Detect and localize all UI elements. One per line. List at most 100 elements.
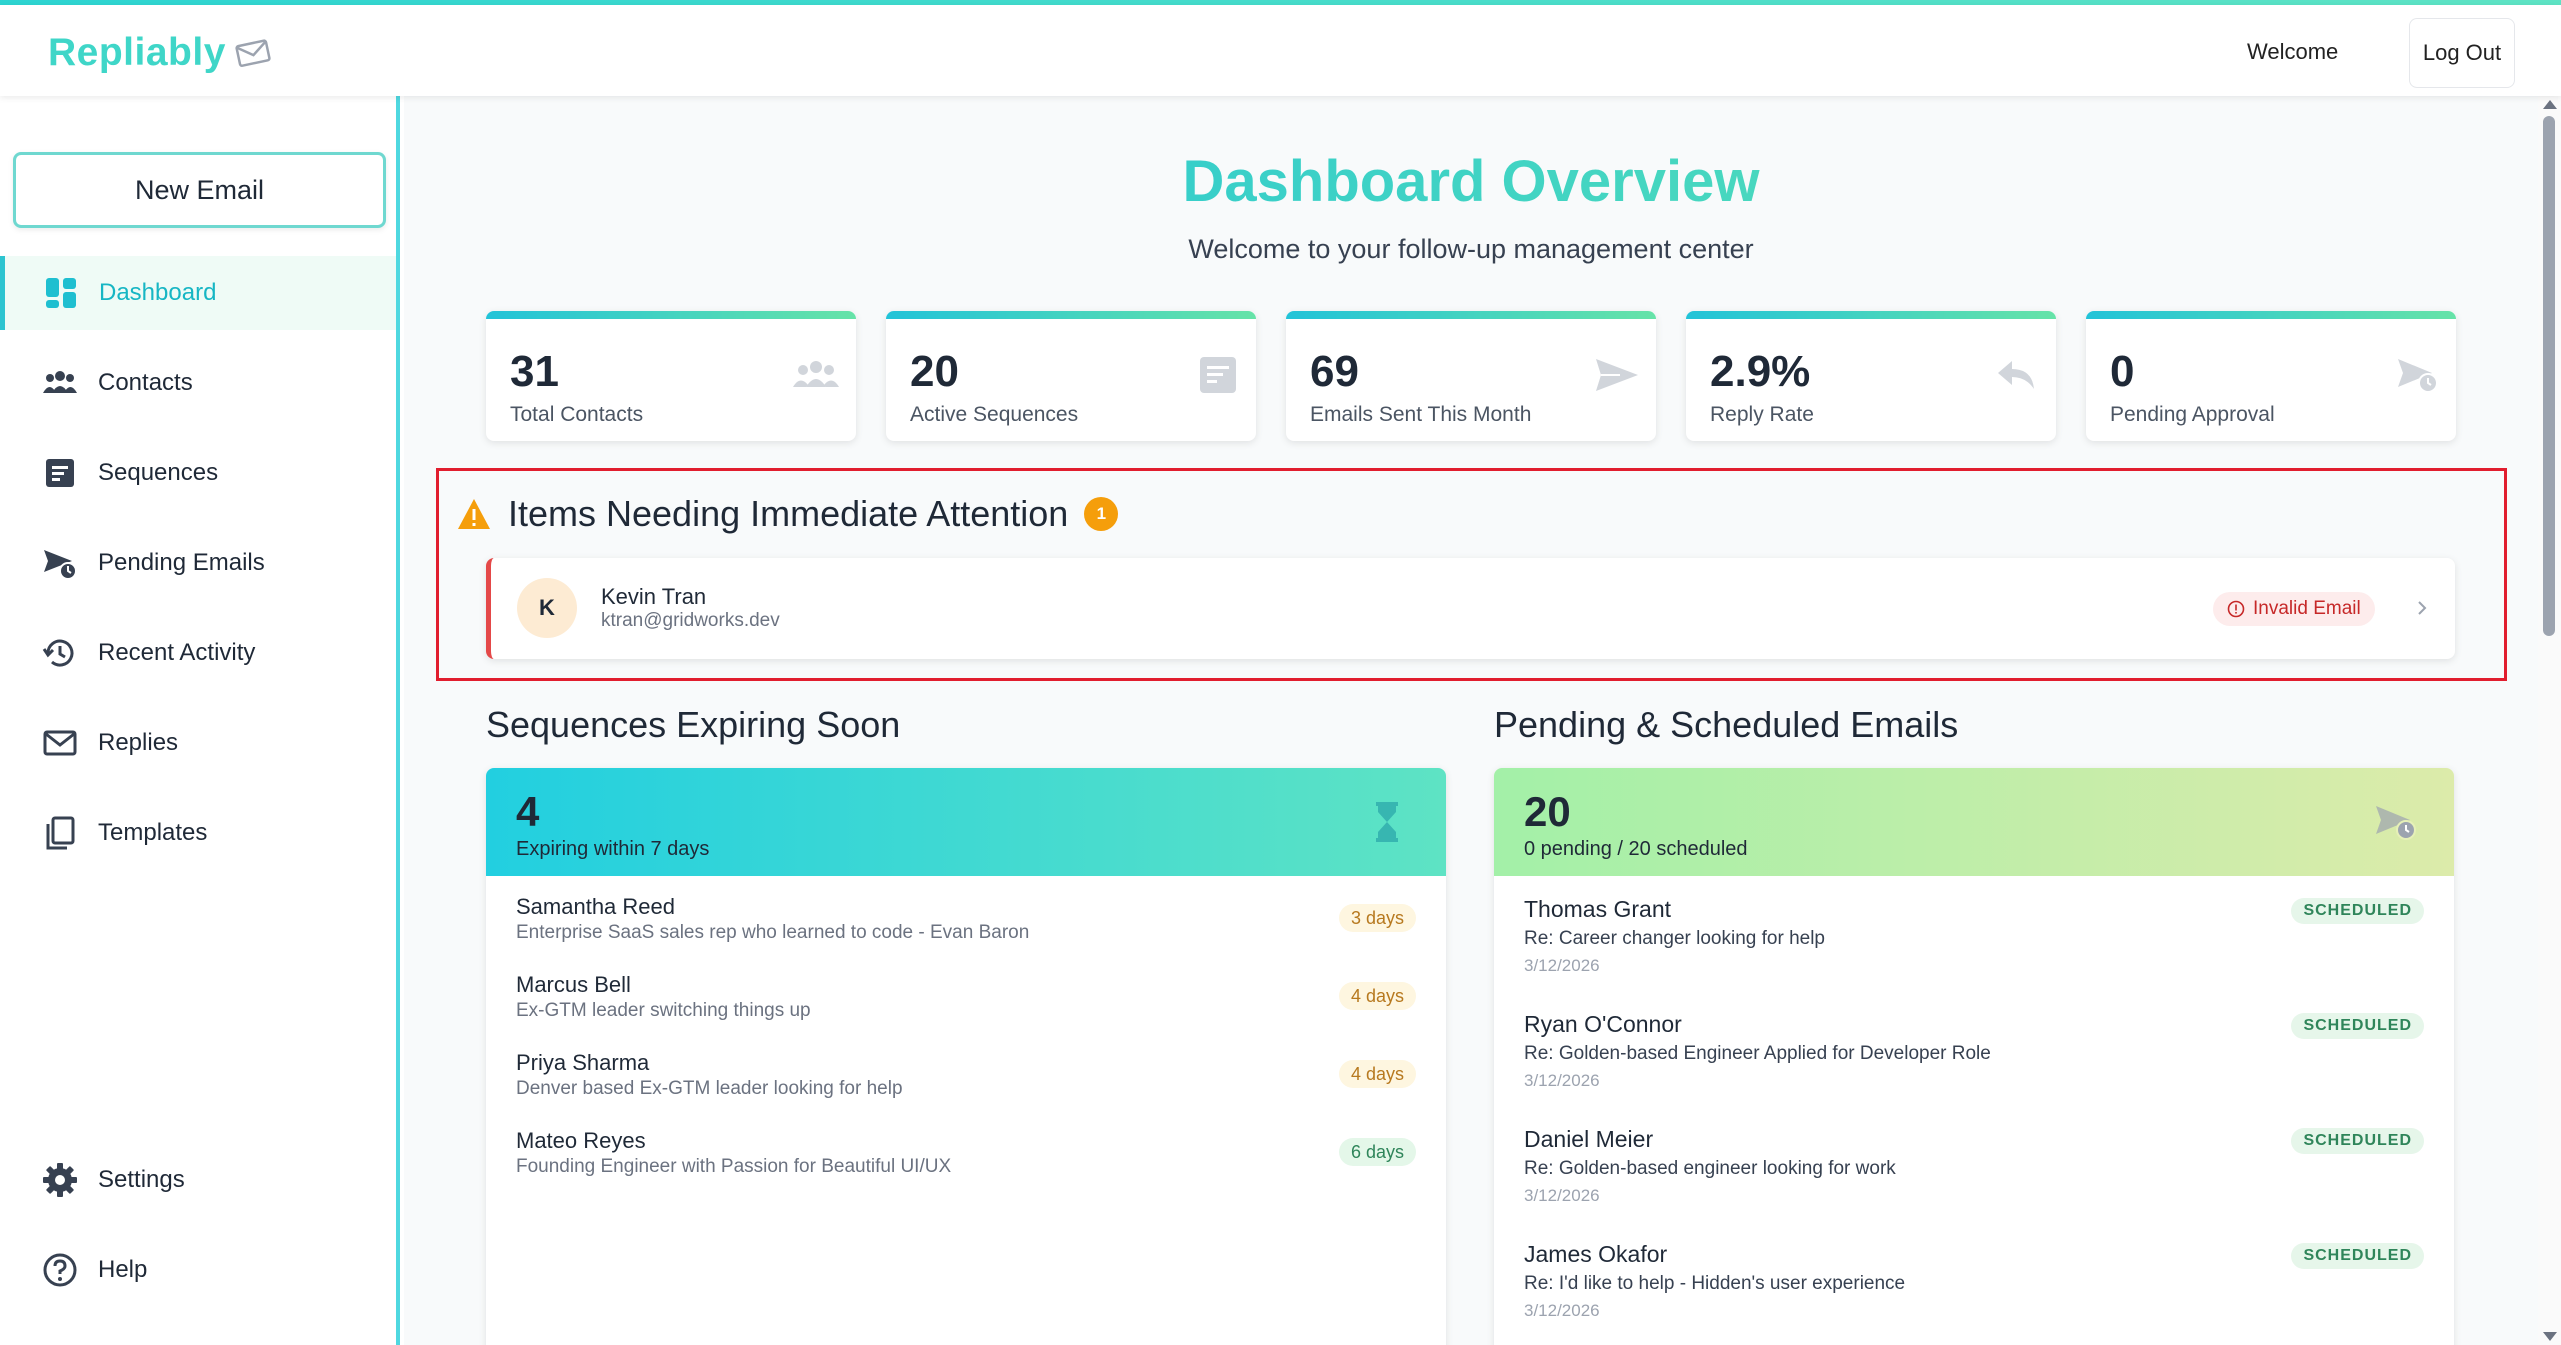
list-item[interactable]: Samantha Reed Enterprise SaaS sales rep … — [516, 882, 1416, 960]
list-item[interactable]: Daniel Meier Re: Golden-based engineer l… — [1524, 1112, 2424, 1227]
sequence-description: Enterprise SaaS sales rep who learned to… — [516, 922, 1030, 943]
avatar: K — [517, 578, 577, 638]
list-item[interactable]: Thomas Grant Re: Career changer looking … — [1524, 882, 2424, 997]
stat-card-pending-approval[interactable]: 0 Pending Approval — [2086, 311, 2456, 441]
send-clock-icon — [40, 543, 80, 583]
sidebar-item-label: Templates — [98, 819, 208, 846]
stat-card-total-contacts[interactable]: 31 Total Contacts — [486, 311, 856, 441]
attention-item[interactable]: K Kevin Tran ktran@gridworks.dev Invalid… — [486, 558, 2455, 659]
status-badge: Invalid Email — [2213, 592, 2375, 626]
logout-button[interactable]: Log Out — [2409, 18, 2515, 88]
sidebar-item-contacts[interactable]: Contacts — [0, 346, 396, 420]
stat-label: Total Contacts — [510, 403, 644, 426]
status-badge: SCHEDULED — [2291, 898, 2424, 924]
days-badge: 4 days — [1338, 982, 1416, 1010]
sidebar-item-label: Dashboard — [99, 279, 217, 306]
sidebar-item-settings[interactable]: Settings — [0, 1143, 396, 1217]
list-item[interactable]: Marcus Bell Ex-GTM leader switching thin… — [516, 960, 1416, 1038]
days-badge: 3 days — [1338, 904, 1416, 932]
email-recipient-name: James Okafor — [1524, 1241, 1668, 1267]
stat-card-reply-rate[interactable]: 2.9% Reply Rate — [1686, 311, 2056, 441]
attention-title: Items Needing Immediate Attention 1 — [456, 493, 1119, 535]
new-email-button[interactable]: New Email — [13, 152, 386, 228]
stat-card-active-sequences[interactable]: 20 Active Sequences — [886, 311, 1256, 441]
expiring-subtitle: Expiring within 7 days — [516, 838, 710, 860]
email-recipient-name: Daniel Meier — [1524, 1126, 1654, 1152]
envelope-icon — [40, 723, 80, 763]
pending-panel: 20 0 pending / 20 scheduled Thomas Grant… — [1494, 768, 2454, 1345]
status-badge: SCHEDULED — [2291, 1243, 2424, 1269]
list-item[interactable]: Mateo Reyes Founding Engineer with Passi… — [516, 1116, 1416, 1194]
scrollbar-thumb[interactable] — [2543, 116, 2555, 636]
sidebar-item-templates[interactable]: Templates — [0, 796, 396, 870]
sidebar-item-label: Replies — [98, 729, 179, 756]
gear-icon — [40, 1160, 80, 1200]
dashboard-icon — [41, 273, 81, 313]
scroll-down-arrow-icon[interactable] — [2543, 1332, 2557, 1341]
alert-circle-icon — [2227, 600, 2245, 618]
expiring-count: 4 — [516, 788, 540, 835]
main-content: Dashboard Overview Welcome to your follo… — [404, 96, 2538, 1345]
email-date: 3/12/2026 — [1524, 1071, 1600, 1090]
expiring-panel: 4 Expiring within 7 days Samantha Reed E… — [486, 768, 1446, 1345]
email-subject: Re: I'd like to help - Hidden's user exp… — [1524, 1273, 1906, 1294]
email-date: 3/12/2026 — [1524, 1186, 1600, 1205]
expiring-panel-header: 4 Expiring within 7 days — [486, 768, 1446, 876]
email-recipient-name: Ryan O'Connor — [1524, 1011, 1682, 1037]
pending-subtitle: 0 pending / 20 scheduled — [1524, 838, 1748, 860]
sidebar-item-label: Pending Emails — [98, 549, 265, 576]
paper-plane-icon — [1596, 359, 1638, 391]
help-icon — [40, 1250, 80, 1290]
status-badge-text: Invalid Email — [2253, 598, 2361, 619]
contact-email: ktran@gridworks.dev — [601, 610, 780, 631]
sidebar-item-help[interactable]: Help — [0, 1233, 396, 1307]
list-item[interactable]: James Okafor Re: I'd like to help - Hidd… — [1524, 1227, 2424, 1342]
chevron-right-icon[interactable] — [2411, 590, 2435, 626]
attention-highlight-box — [436, 468, 2507, 681]
page-title: Dashboard Overview — [404, 148, 2538, 215]
sidebar-item-recent-activity[interactable]: Recent Activity — [0, 616, 396, 690]
stat-label: Emails Sent This Month — [1310, 403, 1532, 426]
sequence-icon — [40, 453, 80, 493]
stat-value: 31 — [510, 347, 559, 396]
status-badge: SCHEDULED — [2291, 1013, 2424, 1039]
email-subject: Re: Career changer looking for help — [1524, 928, 1826, 949]
stat-value: 20 — [910, 347, 959, 396]
sequence-description: Denver based Ex-GTM leader looking for h… — [516, 1078, 903, 1099]
list-item[interactable]: Priya Sharma Denver based Ex-GTM leader … — [516, 1038, 1416, 1116]
contact-name: Kevin Tran — [601, 584, 707, 609]
sidebar-item-label: Help — [98, 1256, 148, 1283]
sidebar-item-dashboard[interactable]: Dashboard — [0, 256, 396, 330]
sequence-contact-name: Samantha Reed — [516, 894, 675, 919]
attention-count-badge: 1 — [1084, 497, 1119, 531]
sidebar-item-label: Sequences — [98, 459, 219, 486]
stat-label: Active Sequences — [910, 403, 1079, 426]
sequence-contact-name: Priya Sharma — [516, 1050, 650, 1075]
sequence-icon — [1200, 357, 1236, 393]
stat-label: Pending Approval — [2110, 403, 2275, 426]
sequence-description: Ex-GTM leader switching things up — [516, 1000, 811, 1021]
top-accent-bar — [0, 0, 2561, 5]
sidebar-item-label: Recent Activity — [98, 639, 256, 666]
sidebar-item-label: Contacts — [98, 369, 193, 396]
list-item[interactable]: Ryan O'Connor Re: Golden-based Engineer … — [1524, 997, 2424, 1112]
sidebar-item-pending-emails[interactable]: Pending Emails — [0, 526, 396, 600]
email-subject: Re: Golden-based Engineer Applied for De… — [1524, 1043, 1991, 1064]
stat-card-emails-sent[interactable]: 69 Emails Sent This Month — [1286, 311, 1656, 441]
scroll-up-arrow-icon[interactable] — [2543, 100, 2557, 109]
logo[interactable]: Repliably — [48, 31, 274, 75]
sidebar-item-replies[interactable]: Replies — [0, 706, 396, 780]
email-subject: Re: Golden-based engineer looking for wo… — [1524, 1158, 1896, 1179]
sidebar-item-sequences[interactable]: Sequences — [0, 436, 396, 510]
email-date: 3/12/2026 — [1524, 1301, 1600, 1320]
history-icon — [40, 633, 80, 673]
app-header: Repliably Welcome Log Out — [0, 5, 2561, 96]
days-badge: 4 days — [1338, 1060, 1416, 1088]
hourglass-icon — [1376, 802, 1398, 842]
warning-icon — [458, 499, 490, 529]
email-recipient-name: Thomas Grant — [1524, 896, 1671, 922]
sequence-contact-name: Marcus Bell — [516, 972, 631, 997]
pending-panel-header: 20 0 pending / 20 scheduled — [1494, 768, 2454, 876]
envelope-logo-icon — [235, 39, 271, 67]
users-icon — [793, 361, 839, 387]
